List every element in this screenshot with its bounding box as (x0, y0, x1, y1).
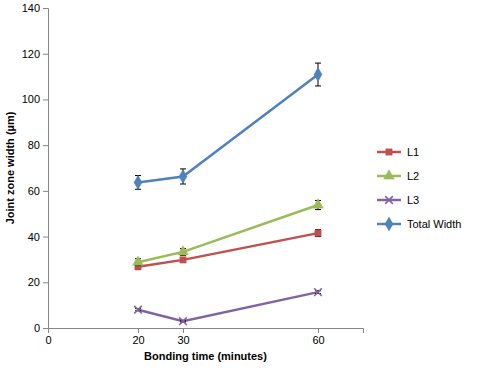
x-tick-label: 20 (132, 334, 144, 346)
point-marker (180, 257, 186, 263)
x-tick-mark (48, 328, 49, 333)
error-bar (180, 258, 186, 263)
y-tick-mark (43, 54, 48, 55)
y-tick: 60 (28, 185, 48, 197)
y-tick-mark (43, 145, 48, 146)
y-tick-label: 140 (22, 2, 40, 14)
x-tick: 60 (312, 328, 324, 346)
x-tick: 0 (45, 328, 51, 346)
error-bar (180, 169, 186, 184)
point-marker (178, 246, 189, 255)
error-bar (135, 176, 141, 190)
y-tick: 80 (28, 139, 48, 151)
legend-marker (385, 196, 393, 204)
plot: 0 20 40 60 80 100 120 140 0 20 30 60 (22, 2, 364, 346)
x-tick-label: 60 (312, 334, 324, 346)
y-tick: 40 (28, 231, 48, 243)
x-tick: 30 (177, 328, 189, 346)
y-tick-label: 120 (22, 48, 40, 60)
y-tick: 0 (34, 322, 48, 334)
legend-label: L1 (407, 146, 419, 158)
x-tick-mark (138, 328, 139, 333)
y-tick-label: 40 (28, 231, 40, 243)
x-axis: 0 20 30 60 (45, 328, 363, 346)
y-tick: 100 (22, 93, 48, 105)
error-cap (315, 209, 321, 210)
error-cap (315, 85, 321, 86)
legend-label: Total Width (407, 218, 461, 230)
series-line (138, 75, 318, 183)
y-tick-mark (43, 282, 48, 283)
error-bar (315, 63, 321, 86)
x-tick-mark (183, 328, 184, 333)
y-axis-title: Joint zone width (µm) (4, 111, 16, 224)
y-tick: 20 (28, 276, 48, 288)
x-axis-title: Bonding time (minutes) (144, 350, 267, 362)
legend-item: Total Width (377, 217, 461, 231)
x-tick: 20 (132, 328, 144, 346)
error-cap (315, 63, 321, 64)
series (134, 288, 322, 325)
marks (133, 63, 324, 325)
legend-marker (386, 149, 392, 155)
point-marker (134, 175, 142, 189)
point-marker (179, 170, 187, 184)
legend-marker (385, 217, 393, 231)
y-tick-mark (43, 237, 48, 238)
series (134, 63, 322, 189)
legend-marker (384, 170, 395, 179)
y-tick: 120 (22, 48, 48, 60)
x-axis-line (49, 329, 364, 334)
series-line (138, 233, 318, 267)
legend-item: L1 (377, 146, 419, 158)
y-axis-line (43, 9, 49, 329)
y-tick-label: 0 (34, 322, 40, 334)
point-marker (133, 256, 144, 265)
y-tick-mark (43, 191, 48, 192)
y-tick: 140 (22, 2, 48, 14)
y-tick-mark (43, 99, 48, 100)
x-tick-mark (318, 328, 319, 333)
legend-label: L2 (407, 170, 419, 182)
y-tick-label: 100 (22, 93, 40, 105)
point-marker (314, 288, 322, 296)
error-bar (315, 230, 321, 237)
y-tick-mark (43, 328, 48, 329)
point-marker (314, 68, 322, 82)
y-tick-label: 80 (28, 139, 40, 151)
y-tick-label: 20 (28, 276, 40, 288)
point-marker (315, 230, 321, 236)
y-tick-label: 60 (28, 185, 40, 197)
series-line (138, 205, 318, 262)
chart: 0 20 40 60 80 100 120 140 0 20 30 60 Bonding time (m… (0, 0, 500, 368)
x-tick-label: 0 (45, 334, 51, 346)
legend-item: L3 (377, 194, 419, 206)
point-marker (313, 199, 324, 208)
series-line (138, 292, 318, 321)
point-marker (179, 317, 187, 325)
y-tick-mark (43, 8, 48, 9)
legend-label: L3 (407, 194, 419, 206)
legend-item: L2 (377, 170, 419, 182)
series (133, 199, 324, 266)
x-tick-label: 30 (177, 334, 189, 346)
point-marker (134, 306, 142, 314)
y-axis: 0 20 40 60 80 100 120 140 (22, 2, 49, 334)
legend: L1 L2 L3 Total Width (377, 146, 461, 231)
